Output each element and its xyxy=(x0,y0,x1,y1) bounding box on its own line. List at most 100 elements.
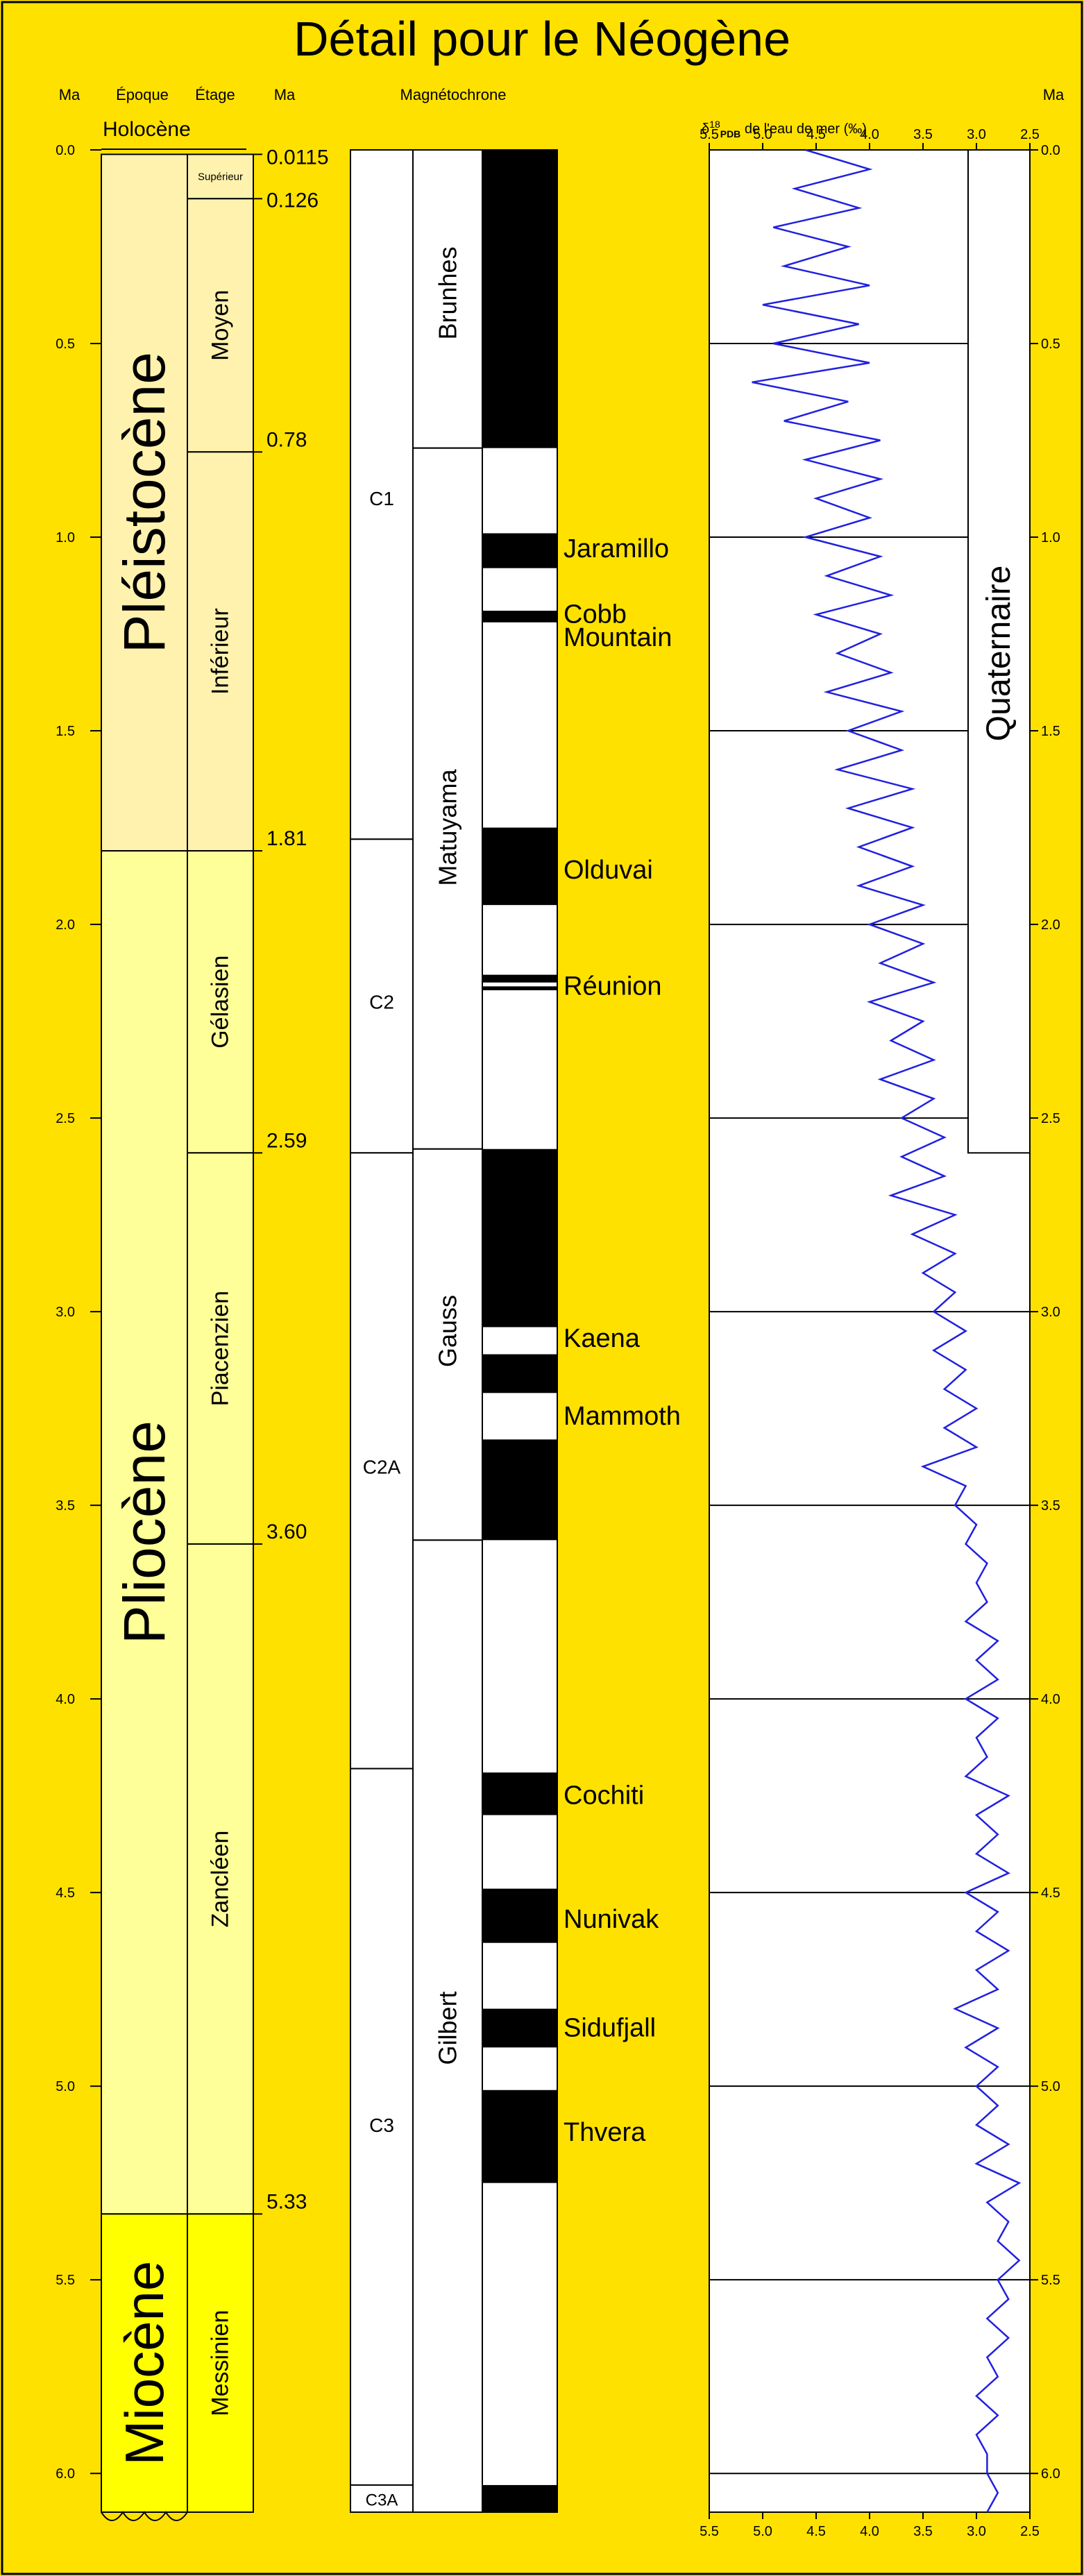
chron-label-c2a: C2A xyxy=(363,1456,401,1477)
chron-column: C1 C2 C2A C3 C3A xyxy=(350,149,414,2514)
stage-inferieur xyxy=(187,451,254,852)
subchron-reunion: Réunion xyxy=(564,972,662,1001)
time-tick-label-left: 3.5 xyxy=(56,1498,75,1514)
stage-zancleen xyxy=(187,1543,254,2215)
subchron-thvera: Thvera xyxy=(564,2118,646,2147)
normal-polarity-interval xyxy=(482,2008,557,2048)
isotope-tick-label-top: 4.5 xyxy=(806,127,826,142)
isotope-tick-label-bottom: 3.0 xyxy=(967,2524,986,2539)
quaternary-label: Quaternaire xyxy=(981,566,1017,741)
stage-moyen xyxy=(187,198,254,453)
chron-label-c1: C1 xyxy=(369,488,394,509)
epoch-column: Pléistocène Pliocène Miocène Holocène xyxy=(101,118,246,2521)
time-tick-label-left: 3.0 xyxy=(56,1305,75,1320)
chron-label-c3a: C3A xyxy=(366,2491,398,2509)
boundary-label-3-60: 3.60 xyxy=(266,1520,307,1543)
stage-label-superieur: Supérieur xyxy=(198,171,243,183)
subchron-mountain: Mountain xyxy=(564,623,672,652)
isotope-tick-label-top: 3.5 xyxy=(913,127,933,142)
polarity-chron-label-matuyama: Matuyama xyxy=(434,769,462,886)
polarity-chron-label-gilbert: Gilbert xyxy=(434,1991,462,2065)
normal-polarity-interval xyxy=(482,611,557,622)
normal-polarity-interval xyxy=(482,1149,557,1328)
normal-polarity-interval xyxy=(482,150,557,448)
boundary-ages: 0.0115 0.126 0.78 1.81 2.59 3.60 5.33 xyxy=(253,146,329,2215)
epoch-pleistocene xyxy=(101,153,188,852)
time-tick-label-right: 4.0 xyxy=(1041,1692,1060,1707)
boundary-label-0-78: 0.78 xyxy=(266,428,307,451)
boundary-label-5-33: 5.33 xyxy=(266,2190,307,2213)
chron-label-c3: C3 xyxy=(369,2115,394,2136)
time-tick-label-right: 4.5 xyxy=(1041,1886,1060,1901)
time-tick-label-left: 1.0 xyxy=(56,530,75,545)
normal-polarity-interval xyxy=(482,2484,557,2512)
normal-polarity-interval xyxy=(482,986,557,990)
subchron-cobb: Cobb xyxy=(564,600,627,629)
isotope-tick-label-bottom: 3.5 xyxy=(913,2524,933,2539)
isotope-tick-label-top: 2.5 xyxy=(1020,127,1040,142)
isotope-tick-label-bottom: 4.0 xyxy=(860,2524,879,2539)
header-ma-left: Ma xyxy=(59,86,81,103)
isotope-tick-label-top: 5.5 xyxy=(700,127,719,142)
chron-c2 xyxy=(350,838,414,1154)
time-tick-label-left: 0.0 xyxy=(56,143,75,158)
page-title: Détail pour le Néogène xyxy=(294,12,790,66)
normal-polarity-interval xyxy=(482,1354,557,1393)
quaternary-box xyxy=(967,149,1031,1154)
header-isotope: δ18PDB de l'eau de mer (‰) xyxy=(702,119,867,139)
stage-label-messinien: Messinien xyxy=(208,2310,234,2416)
time-tick-label-left: 6.0 xyxy=(56,2466,75,2482)
boundary-label-0-0115: 0.0115 xyxy=(266,146,329,169)
time-tick-label-left: 4.5 xyxy=(56,1886,75,1901)
subchron-mammoth: Mammoth xyxy=(564,1402,681,1431)
time-tick-label-right: 0.5 xyxy=(1041,337,1060,352)
normal-polarity-interval xyxy=(482,1772,557,1815)
subchron-kaena: Kaena xyxy=(564,1324,641,1353)
time-tick-label-right: 2.0 xyxy=(1041,917,1060,933)
time-tick-label-left: 0.5 xyxy=(56,337,75,352)
time-axis-right: 0.0 0.5 1.0 1.5 2.0 2.5 3.0 3.5 4.0 4.5 5.0 5.5 6.0 xyxy=(1030,143,1060,2482)
epoch-miocene xyxy=(101,2213,188,2513)
isotope-tick-label-bottom: 2.5 xyxy=(1020,2524,1040,2539)
epoch-label-pliocene: Pliocène xyxy=(112,1421,177,1644)
chron-label-c2: C2 xyxy=(369,992,394,1013)
normal-polarity-interval xyxy=(482,974,557,983)
subchron-nunivak: Nunivak xyxy=(564,1905,659,1934)
stage-column: Supérieur Moyen Inférieur Gélasien Piacenzie… xyxy=(187,153,254,2513)
header-magnetochron: Magnétochrone xyxy=(400,86,507,103)
header-stage: Étage xyxy=(195,86,235,103)
chron-c2a xyxy=(350,1152,414,1770)
epoch-label-miocene: Miocène xyxy=(114,2261,175,2466)
subchron-cochiti: Cochiti xyxy=(564,1781,644,1811)
polarity-chron-gauss xyxy=(412,1148,483,1541)
normal-polarity-interval xyxy=(482,827,557,906)
time-tick-label-right: 1.0 xyxy=(1041,530,1060,545)
normal-polarity-interval xyxy=(482,533,557,568)
header-ma-right: Ma xyxy=(1043,86,1065,103)
subchron-jaramillo: Jaramillo xyxy=(564,534,669,564)
epoch-pliocene xyxy=(101,850,188,2215)
time-tick-label-right: 3.5 xyxy=(1041,1498,1060,1514)
stage-piacenzien xyxy=(187,1152,254,1545)
epoch-label-holocene: Holocène xyxy=(103,118,191,141)
stage-superieur xyxy=(187,153,254,200)
polarity-chron-label-brunhes: Brunhes xyxy=(434,246,462,339)
time-tick-label-right: 3.0 xyxy=(1041,1305,1060,1320)
isotope-tick-label-bottom: 5.0 xyxy=(753,2524,772,2539)
time-tick-label-left: 4.0 xyxy=(56,1692,75,1707)
stage-label-inferieur: Inférieur xyxy=(208,608,234,695)
isotope-panel: 5.5 5.5 5.0 5.0 4.5 4.5 4.0 4.0 3.5 3.5 3.0 3.0 2.5 2… xyxy=(700,127,1040,2539)
time-tick-label-right: 5.0 xyxy=(1041,2079,1060,2094)
normal-polarity-interval xyxy=(482,1888,557,1943)
time-tick-label-right: 0.0 xyxy=(1041,143,1060,158)
time-axis-left: 0.0 0.5 1.0 1.5 2.0 2.5 3.0 3.5 4.0 4.5 5.0 5.5 6.0 xyxy=(56,143,101,2482)
wavy-break xyxy=(101,2511,188,2521)
isotope-tick-label-bottom: 4.5 xyxy=(806,2524,826,2539)
stage-label-piacenzien: Piacenzien xyxy=(208,1291,234,1406)
isotope-tick-label-top: 5.0 xyxy=(753,127,772,142)
polarity-column xyxy=(482,149,558,2513)
polarity-chron-matuyama xyxy=(412,447,483,1150)
